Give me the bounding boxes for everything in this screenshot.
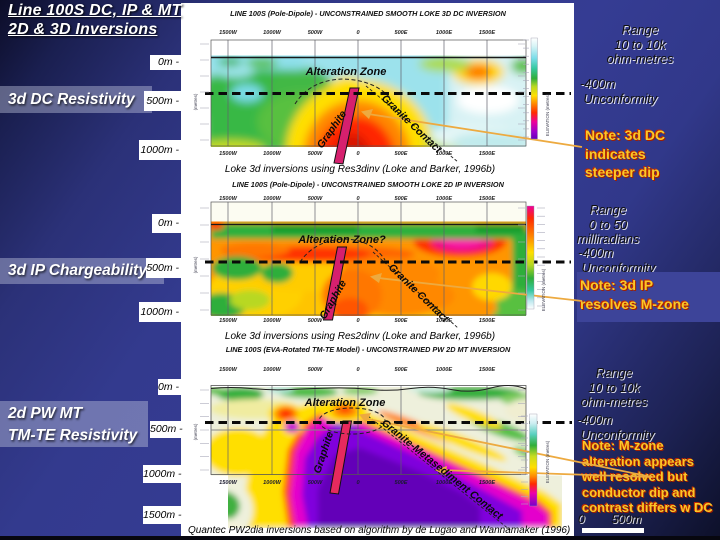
svg-text:0: 0 [356,480,360,486]
svg-text:1000E: 1000E [436,318,452,324]
svg-text:1000W: 1000W [263,480,281,486]
svg-text:1000W: 1000W [263,151,281,157]
svg-text:500E: 500E [394,151,407,157]
svg-text:500W: 500W [308,30,323,36]
svg-text:1000E: 1000E [436,151,452,157]
svg-text:LINE 100S (EVA-Rotated TM-TE M: LINE 100S (EVA-Rotated TM-TE Model) - UN… [226,345,511,354]
svg-text:1000W: 1000W [263,367,281,373]
svg-text:0: 0 [356,151,360,157]
svg-text:ELEVATION (metres): ELEVATION (metres) [541,268,546,311]
svg-text:1000E: 1000E [436,367,452,373]
svg-text:1000E: 1000E [436,196,452,202]
svg-text:ELEVATION (metres): ELEVATION (metres) [545,93,550,136]
svg-text:1500W: 1500W [219,30,237,36]
svg-text:1500E: 1500E [479,151,495,157]
svg-text:Alteration Zone: Alteration Zone [305,66,387,78]
svg-text:ELEVATION (metres): ELEVATION (metres) [545,440,550,483]
svg-text:500E: 500E [394,196,407,202]
svg-text:1500W: 1500W [219,318,237,324]
svg-text:1000W: 1000W [263,30,281,36]
svg-text:500W: 500W [308,480,323,486]
svg-text:(metres): (metres) [193,256,198,273]
svg-text:Loke 3d inversions using Res2d: Loke 3d inversions using Res2dinv (Loke … [225,331,495,342]
svg-text:0: 0 [356,367,360,373]
svg-text:1500W: 1500W [219,367,237,373]
svg-text:0: 0 [356,318,360,324]
svg-text:1500E: 1500E [479,480,495,486]
svg-text:Loke 3d inversions using Res3d: Loke 3d inversions using Res3dinv (Loke … [225,164,495,175]
svg-text:500W: 500W [308,367,323,373]
svg-text:Quantec PW2dia inversions base: Quantec PW2dia inversions based on algor… [188,525,570,536]
svg-text:1000W: 1000W [263,318,281,324]
svg-text:Alteration Zone: Alteration Zone [304,397,386,409]
svg-text:500E: 500E [394,318,407,324]
svg-text:1500W: 1500W [219,151,237,157]
svg-text:0: 0 [356,30,360,36]
svg-text:1500E: 1500E [479,196,495,202]
svg-text:1500E: 1500E [479,318,495,324]
svg-text:(metres): (metres) [193,93,198,110]
svg-text:Alteration Zone?: Alteration Zone? [297,234,386,246]
svg-text:LINE 100S (Pole-Dipole) - UNCO: LINE 100S (Pole-Dipole) - UNCONSTRAINED … [230,9,506,18]
svg-text:1500E: 1500E [479,30,495,36]
svg-text:(metres): (metres) [193,423,198,440]
svg-text:LINE 100S (Pole-Dipole) - UNCO: LINE 100S (Pole-Dipole) - UNCONSTRAINED … [232,180,505,189]
svg-text:500E: 500E [394,30,407,36]
svg-text:1000E: 1000E [436,30,452,36]
svg-text:500W: 500W [308,318,323,324]
svg-text:1500E: 1500E [479,367,495,373]
svg-text:1500W: 1500W [219,480,237,486]
svg-text:500E: 500E [394,367,407,373]
svg-text:1000E: 1000E [436,480,452,486]
svg-text:500W: 500W [308,151,323,157]
svg-text:500E: 500E [394,480,407,486]
svg-text:0: 0 [356,196,360,202]
svg-text:1500W: 1500W [219,196,237,202]
svg-text:1000W: 1000W [263,196,281,202]
svg-text:500W: 500W [308,196,323,202]
